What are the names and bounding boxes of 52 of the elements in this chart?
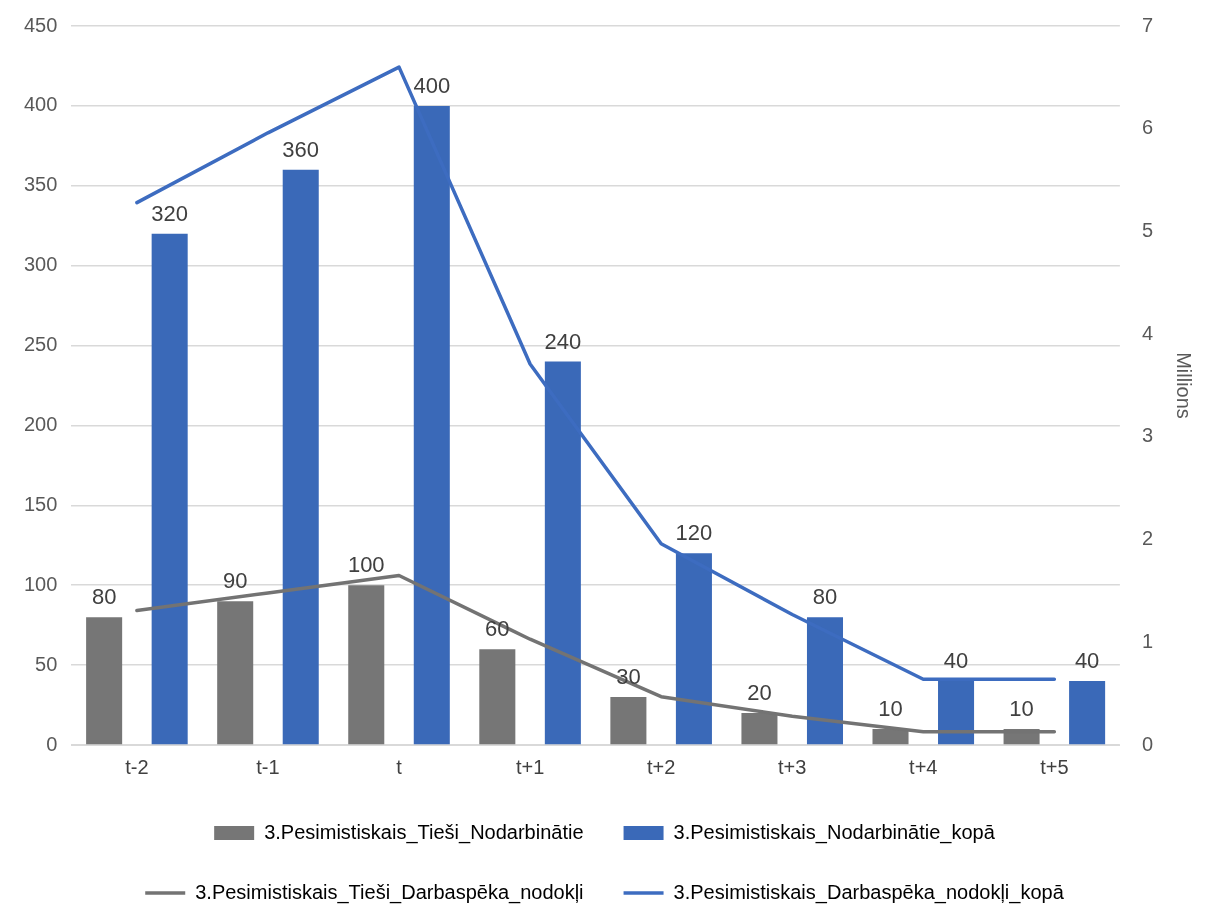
bar xyxy=(282,169,319,745)
y2-tick-label: 7 xyxy=(1141,13,1153,36)
y-tick-label: 50 xyxy=(35,652,58,675)
bar xyxy=(1069,681,1106,745)
y-tick-label: 100 xyxy=(23,572,58,595)
y-tick-label: 450 xyxy=(23,13,58,36)
y-tick-label: 300 xyxy=(23,253,58,276)
y2-tick-label: 3 xyxy=(1141,424,1153,447)
y2-axis-title: Millions xyxy=(1173,352,1196,419)
bar xyxy=(479,649,516,745)
x-tick-label: t+4 xyxy=(909,755,938,778)
y2-tick-label: 6 xyxy=(1141,116,1153,139)
data-label: 400 xyxy=(413,72,451,98)
x-tick-label: t xyxy=(396,755,403,778)
x-tick-label: t+3 xyxy=(778,755,807,778)
y2-tick-label: 2 xyxy=(1141,527,1153,550)
legend-label: 3.Pesimistiskais_Nodarbinātie_kopā xyxy=(673,820,996,844)
data-label: 80 xyxy=(812,584,838,610)
legend-label: 3.Pesimistiskais_Darbaspēka_nodokļi_kopā xyxy=(673,880,1065,904)
y-tick-label: 200 xyxy=(23,412,58,435)
x-tick-label: t+1 xyxy=(515,755,545,778)
data-label: 240 xyxy=(544,328,582,354)
data-label: 40 xyxy=(1074,648,1100,674)
y-tick-label: 350 xyxy=(23,173,58,196)
y-tick-label: 250 xyxy=(23,333,58,356)
bar xyxy=(86,617,123,745)
data-label: 10 xyxy=(1009,696,1034,722)
data-label: 60 xyxy=(485,616,510,642)
bar xyxy=(151,233,188,745)
data-label: 40 xyxy=(943,648,969,674)
data-label: 320 xyxy=(151,200,189,226)
y2-tick-label: 0 xyxy=(1141,732,1153,755)
x-tick-label: t+2 xyxy=(646,755,676,778)
x-tick-label: t-2 xyxy=(125,755,149,778)
data-label: 80 xyxy=(91,584,117,610)
x-tick-label: t-1 xyxy=(256,755,280,778)
data-label: 90 xyxy=(222,568,248,594)
data-label: 10 xyxy=(878,696,903,722)
y-tick-label: 0 xyxy=(46,732,58,755)
y-tick-label: 400 xyxy=(23,93,58,116)
data-label: 360 xyxy=(282,136,320,162)
x-tick-label: t+5 xyxy=(1040,755,1069,778)
data-label: 120 xyxy=(675,520,713,546)
data-label: 100 xyxy=(347,552,385,578)
legend-label: 3.Pesimistiskais_Tieši_Nodarbinātie xyxy=(264,820,584,844)
y2-tick-label: 1 xyxy=(1141,629,1153,652)
y2-tick-label: 4 xyxy=(1141,321,1153,344)
legend-label: 3.Pesimistiskais_Tieši_Darbaspēka_nodokļi xyxy=(195,880,584,904)
data-label: 20 xyxy=(747,680,772,706)
bar xyxy=(610,697,647,745)
y-tick-label: 150 xyxy=(23,492,58,515)
y2-tick-label: 5 xyxy=(1141,218,1153,241)
